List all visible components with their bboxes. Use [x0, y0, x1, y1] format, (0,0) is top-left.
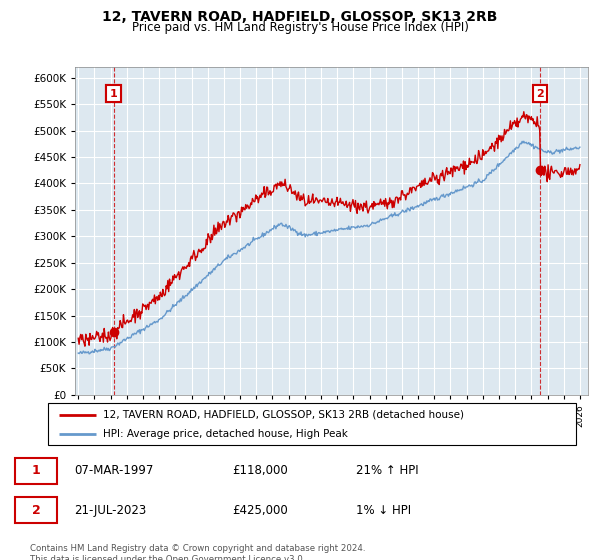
- Text: 2: 2: [32, 503, 41, 516]
- Text: HPI: Average price, detached house, High Peak: HPI: Average price, detached house, High…: [103, 429, 349, 439]
- Text: 2: 2: [536, 88, 544, 99]
- Text: 12, TAVERN ROAD, HADFIELD, GLOSSOP, SK13 2RB: 12, TAVERN ROAD, HADFIELD, GLOSSOP, SK13…: [103, 10, 497, 24]
- FancyBboxPatch shape: [15, 459, 58, 483]
- Text: 21% ↑ HPI: 21% ↑ HPI: [356, 464, 419, 478]
- Text: 1: 1: [110, 88, 118, 99]
- Text: £425,000: £425,000: [232, 503, 288, 516]
- Text: 21-JUL-2023: 21-JUL-2023: [74, 503, 146, 516]
- Text: 2: 2: [536, 88, 544, 99]
- Text: 1: 1: [32, 464, 41, 478]
- Text: 1% ↓ HPI: 1% ↓ HPI: [356, 503, 412, 516]
- Text: 1: 1: [110, 88, 118, 99]
- Text: Price paid vs. HM Land Registry's House Price Index (HPI): Price paid vs. HM Land Registry's House …: [131, 21, 469, 34]
- Text: 07-MAR-1997: 07-MAR-1997: [74, 464, 154, 478]
- Text: Contains HM Land Registry data © Crown copyright and database right 2024.
This d: Contains HM Land Registry data © Crown c…: [30, 544, 365, 560]
- Text: 12, TAVERN ROAD, HADFIELD, GLOSSOP, SK13 2RB (detached house): 12, TAVERN ROAD, HADFIELD, GLOSSOP, SK13…: [103, 409, 464, 419]
- FancyBboxPatch shape: [15, 497, 58, 522]
- Text: £118,000: £118,000: [232, 464, 288, 478]
